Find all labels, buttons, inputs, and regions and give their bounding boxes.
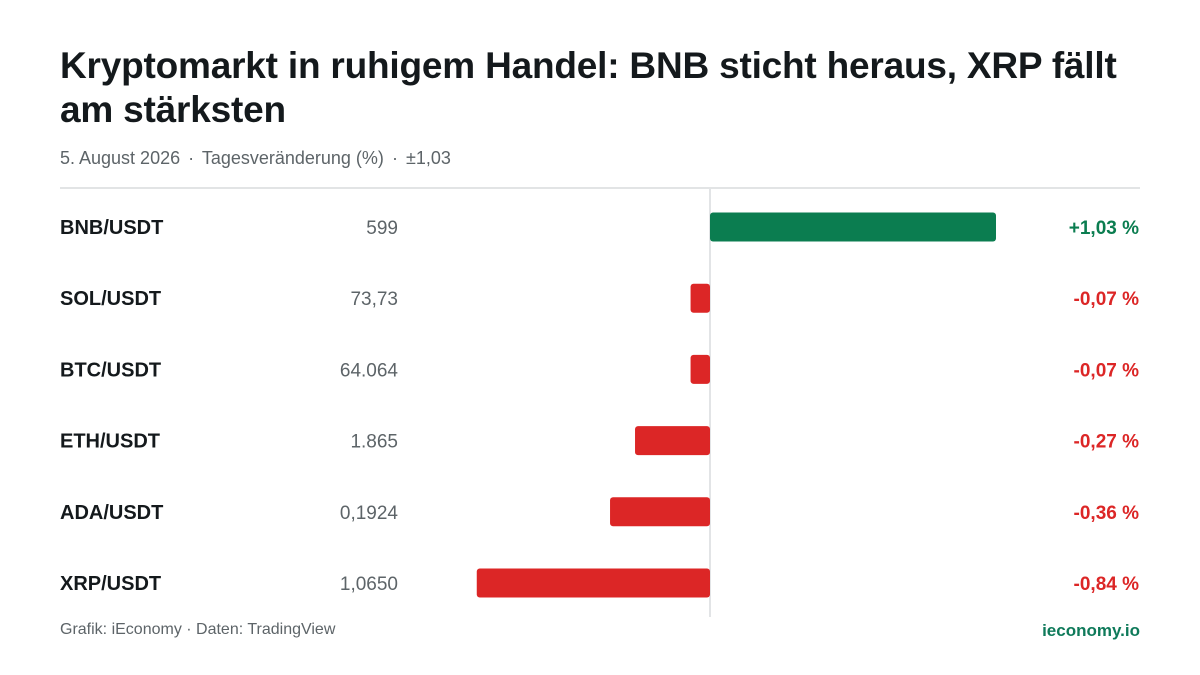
subtitle-measure: Tagesveränderung (%): [201, 148, 384, 168]
category-label: BTC/USDT: [60, 359, 161, 381]
chart-subtitle: 5. August 2026 · Tagesveränderung (%) · …: [60, 146, 451, 170]
category-label: ADA/USDT: [60, 502, 163, 524]
price-label: 599: [366, 218, 398, 239]
category-label: SOL/USDT: [60, 288, 161, 310]
price-label: 64.064: [340, 360, 399, 381]
value-label: -0,07 %: [1074, 289, 1140, 310]
category-label: XRP/USDT: [60, 573, 161, 595]
footer-credit: Grafik: iEconomy · Daten: TradingView: [60, 621, 336, 638]
category-label: BNB/USDT: [60, 217, 163, 239]
price-label: 0,1924: [340, 503, 399, 524]
bar-positive: [710, 212, 996, 242]
category-label: ETH/USDT: [60, 431, 160, 453]
value-label: -0,27 %: [1074, 432, 1140, 453]
chart-title: Kryptomarkt in ruhigem Handel: BNB stich…: [60, 45, 1117, 130]
subtitle-date: 5. August 2026: [60, 148, 181, 168]
price-label: 73,73: [350, 289, 398, 310]
bar-negative: [690, 283, 710, 313]
bar-negative: [476, 568, 710, 598]
value-label: -0,84 %: [1074, 574, 1140, 595]
subtitle-separator: ·: [391, 148, 398, 168]
subtitle-scale: ±1,03: [405, 148, 451, 168]
value-label: -0,36 %: [1074, 503, 1140, 524]
bar-negative: [635, 426, 710, 456]
price-label: 1.865: [350, 432, 398, 453]
value-label: +1,03 %: [1069, 218, 1139, 239]
bar-negative: [610, 497, 710, 527]
price-label: 1,0650: [340, 574, 398, 595]
bar-negative: [690, 354, 710, 384]
footer-brand: ieconomy.io: [1042, 621, 1140, 640]
header-divider: [60, 187, 1140, 189]
bar-chart: BNB/USDT 599 +1,03 % SOL/USDT 73,73 -0,07 % BT…: [60, 189, 1140, 617]
subtitle-separator: ·: [188, 148, 195, 168]
value-label: -0,07 %: [1074, 360, 1140, 381]
